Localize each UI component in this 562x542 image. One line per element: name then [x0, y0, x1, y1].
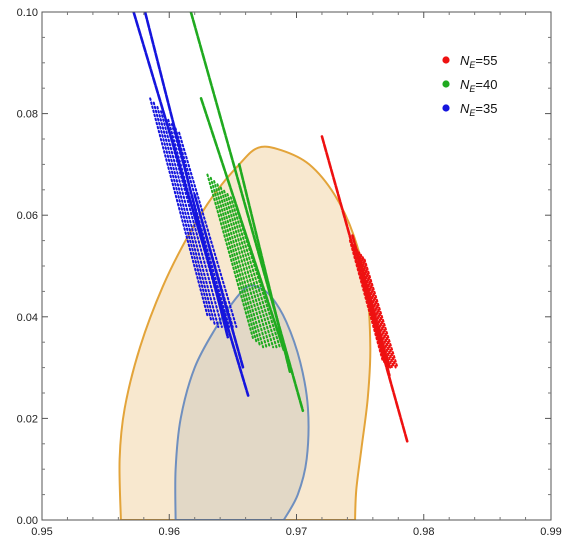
y-axis-ticks: 0.00 0.02 0.04 0.06 0.08 0.10 [17, 7, 551, 527]
y-tick-label: 0.00 [17, 515, 38, 527]
series-dotted-strand [219, 186, 268, 349]
y-tick-label: 0.10 [17, 7, 38, 19]
legend-marker [442, 56, 450, 64]
series-1 [189, 12, 305, 413]
series-dotted-strand [359, 253, 395, 369]
legend-label: NE=35 [460, 101, 497, 118]
series-dotted-strand [361, 256, 397, 369]
series-dotted-strand [223, 189, 271, 349]
series-strand [320, 135, 409, 443]
y-tick-label: 0.02 [17, 413, 38, 425]
x-tick-label: 0.98 [413, 526, 434, 538]
series-dotted-strand [358, 251, 393, 369]
series-strand [193, 193, 245, 369]
series-strand [199, 97, 286, 352]
x-tick-label: 0.97 [286, 526, 307, 538]
x-tick-label: 0.96 [159, 526, 180, 538]
series-dotted-strand [178, 131, 238, 328]
series-strand [351, 234, 391, 369]
x-tick-label: 0.99 [540, 526, 561, 538]
legend: NE=55 NE=40 NE=35 [442, 53, 497, 118]
series-dotted-strand [209, 176, 258, 343]
y-tick-label: 0.06 [17, 210, 38, 222]
legend-marker [442, 104, 450, 112]
legend-marker [442, 80, 450, 88]
x-tick-label: 0.95 [31, 526, 52, 538]
series-dotted-strand [213, 180, 261, 347]
series-2 [132, 12, 250, 397]
series-dotted-strand [229, 196, 278, 349]
legend-label: NE=55 [460, 53, 497, 70]
series-dotted-strand [226, 192, 275, 349]
series-dotted-strand [152, 101, 213, 321]
series-dotted-strand [156, 105, 216, 326]
legend-label: NE=40 [460, 77, 497, 94]
series-dotted-strand [206, 173, 255, 340]
series-strand [143, 12, 230, 339]
series-dotted-strand [216, 183, 265, 349]
series-dotted-strand [160, 110, 220, 328]
y-tick-label: 0.08 [17, 109, 38, 121]
x-axis-ticks: 0.95 0.96 0.97 0.98 0.99 [31, 12, 562, 538]
series-strand [132, 12, 250, 397]
series-dotted-strand [363, 258, 399, 369]
series-strand [237, 163, 292, 374]
series-dotted-strand [149, 97, 209, 317]
series-0 [320, 135, 409, 443]
y-tick-label: 0.04 [17, 312, 38, 324]
series-dotted-strand [163, 114, 223, 328]
data-series [132, 12, 409, 443]
